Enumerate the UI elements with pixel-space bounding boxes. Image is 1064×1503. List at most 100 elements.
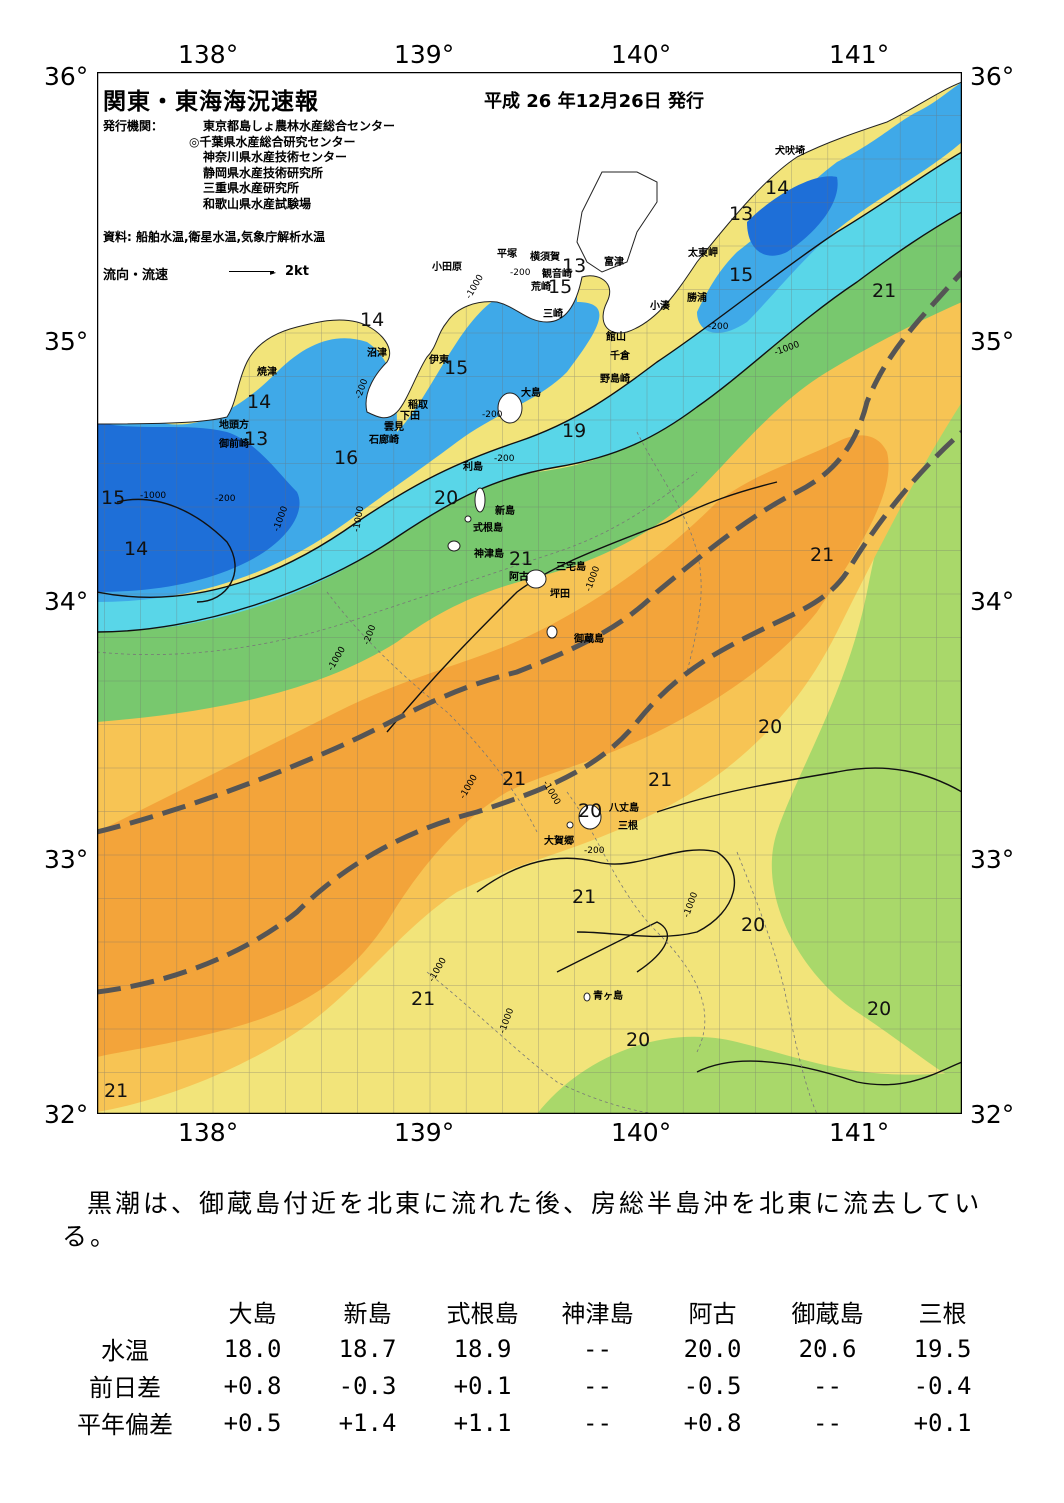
sea-temperature-map [97,72,962,1114]
arrowhead-icon: ► [270,268,277,277]
agency-item: 神奈川県水産技術センター [203,150,348,165]
agency-item: 三重県水産研究所 [203,181,300,196]
place-name: 神津島 [474,549,504,560]
isotherm-label: 19 [562,420,587,442]
isotherm-label: 14 [247,391,272,413]
depth-label: -200 [482,410,503,420]
isotherm-label: 15 [548,276,573,298]
isotherm-lines [97,151,962,1086]
place-name: 伊東 [429,355,449,366]
isotherm-label: 14 [765,177,790,199]
place-name: 平塚 [497,249,517,260]
map-frame [97,72,962,1114]
place-name: 太東岬 [688,248,718,259]
place-name: 焼津 [257,367,277,378]
lat-label-left-35: 35° [44,327,89,356]
isotherm-label: 15 [729,264,754,286]
table-cell: +0.8 [683,1408,742,1437]
table-cell: -0.3 [338,1371,397,1400]
table-row: 前日差 +0.8 -0.3 +0.1 -- -0.5 -- -0.4 [55,1367,1000,1404]
data-source: 資料: 船舶水温,衛星水温,気象庁解析水温 [103,230,326,244]
place-name: 八丈島 [609,803,639,814]
row-header: 前日差 [89,1374,161,1402]
lon-label-bottom-140: 140° [611,1118,672,1147]
lat-label-left-33: 33° [44,845,89,874]
land [97,72,962,1002]
table-row: 平年偏差 +0.5 +1.4 +1.1 -- +0.8 -- +0.1 [55,1404,1000,1441]
situation-summary: 黒潮は、御蔵島付近を北東に流れた後、房総半島沖を北東に流去している。 [62,1189,983,1251]
column-header: 阿古 [688,1300,737,1328]
place-name: 小湊 [650,301,670,312]
place-name: 大賀郷 [544,836,574,847]
place-name: 下田 [400,411,420,422]
place-name: 千倉 [610,351,630,362]
sea-green-coastal-zone [97,202,962,722]
lon-label-bottom-139: 139° [394,1118,455,1147]
isotherm-label: 14 [360,309,385,331]
depth-label: -200 [584,846,605,856]
depth-label: -1000 [140,491,167,501]
depth-label: -200 [510,268,531,278]
isotherm-label: 13 [562,255,587,277]
table-cell: 18.7 [338,1334,397,1363]
table-cell: -0.5 [683,1371,742,1400]
table-header-row: 大島 新島 式根島 神津島 阿古 御蔵島 三根 [55,1293,1000,1330]
table-cell: +0.5 [223,1408,282,1437]
table-cell: 20.0 [683,1334,742,1363]
table-cell: -- [813,1408,842,1437]
lat-label-left-34: 34° [44,587,89,616]
flow-legend: 流向・流速 ► 2kt [103,264,309,283]
column-header: 式根島 [446,1300,519,1328]
table-cell: 18.0 [223,1334,282,1363]
sea-deep-blue-zone-east [747,176,838,256]
place-name: 大島 [521,388,541,399]
place-name: 地頭方 [219,420,249,431]
place-name: 新島 [495,506,515,517]
table-cell: +0.8 [223,1371,282,1400]
place-name: 御蔵島 [574,634,604,645]
lon-label-bottom-141: 141° [829,1118,890,1147]
lat-label-right-34: 34° [970,587,1015,616]
table-cell: -- [583,1371,612,1400]
place-name: 館山 [606,332,626,343]
lat-label-right-35: 35° [970,327,1015,356]
isotherm-label: 15 [444,357,469,379]
place-name: 稲取 [408,400,428,411]
place-name: 御前崎 [219,439,249,450]
flow-legend-arrow-icon [229,271,274,272]
place-name: 坪田 [550,589,570,600]
agency-item: ◎千葉県水産総合研究センター [189,134,356,149]
isotherm-label: 20 [741,914,766,936]
agencies-header: 発行機関： [103,119,164,133]
isotherm-label: 13 [244,428,269,450]
kuroshio-axis-lines [97,270,962,995]
isotherm-label: 20 [578,800,603,822]
isotherm-label: 21 [810,544,835,566]
column-header: 大島 [228,1300,277,1328]
depth-label: -200 [215,494,236,504]
lon-label-top-140: 140° [611,40,672,69]
place-name: 三崎 [543,309,563,320]
lat-label-left-32: 32° [44,1100,89,1129]
place-name: 石廊崎 [369,435,399,446]
isotherm-label: 13 [729,203,754,225]
depth-label: -200 [708,322,729,332]
row-header: 水温 [101,1337,149,1365]
place-name: 観音崎 [542,269,572,280]
isotherm-label: 21 [509,548,534,570]
lat-label-left-36: 36° [44,62,89,91]
map-title: 関東・東海海況速報 [103,89,319,115]
isotherm-label: 21 [104,1080,129,1102]
isotherm-label: 20 [867,998,892,1020]
column-header: 三根 [918,1300,967,1328]
isotherm-label: 20 [434,487,459,509]
isotherm-label: 14 [124,538,149,560]
lon-label-top-139: 139° [394,40,455,69]
place-name: 沼津 [367,348,387,359]
isotherm-label: 20 [758,716,783,738]
table-cell: +0.1 [913,1408,972,1437]
isotherm-label: 20 [626,1029,651,1051]
issue-date: 平成 26 年12月26日 発行 [484,91,704,112]
agency-item: 静岡県水産技術研究所 [203,165,324,180]
place-name: 勝浦 [687,293,707,304]
